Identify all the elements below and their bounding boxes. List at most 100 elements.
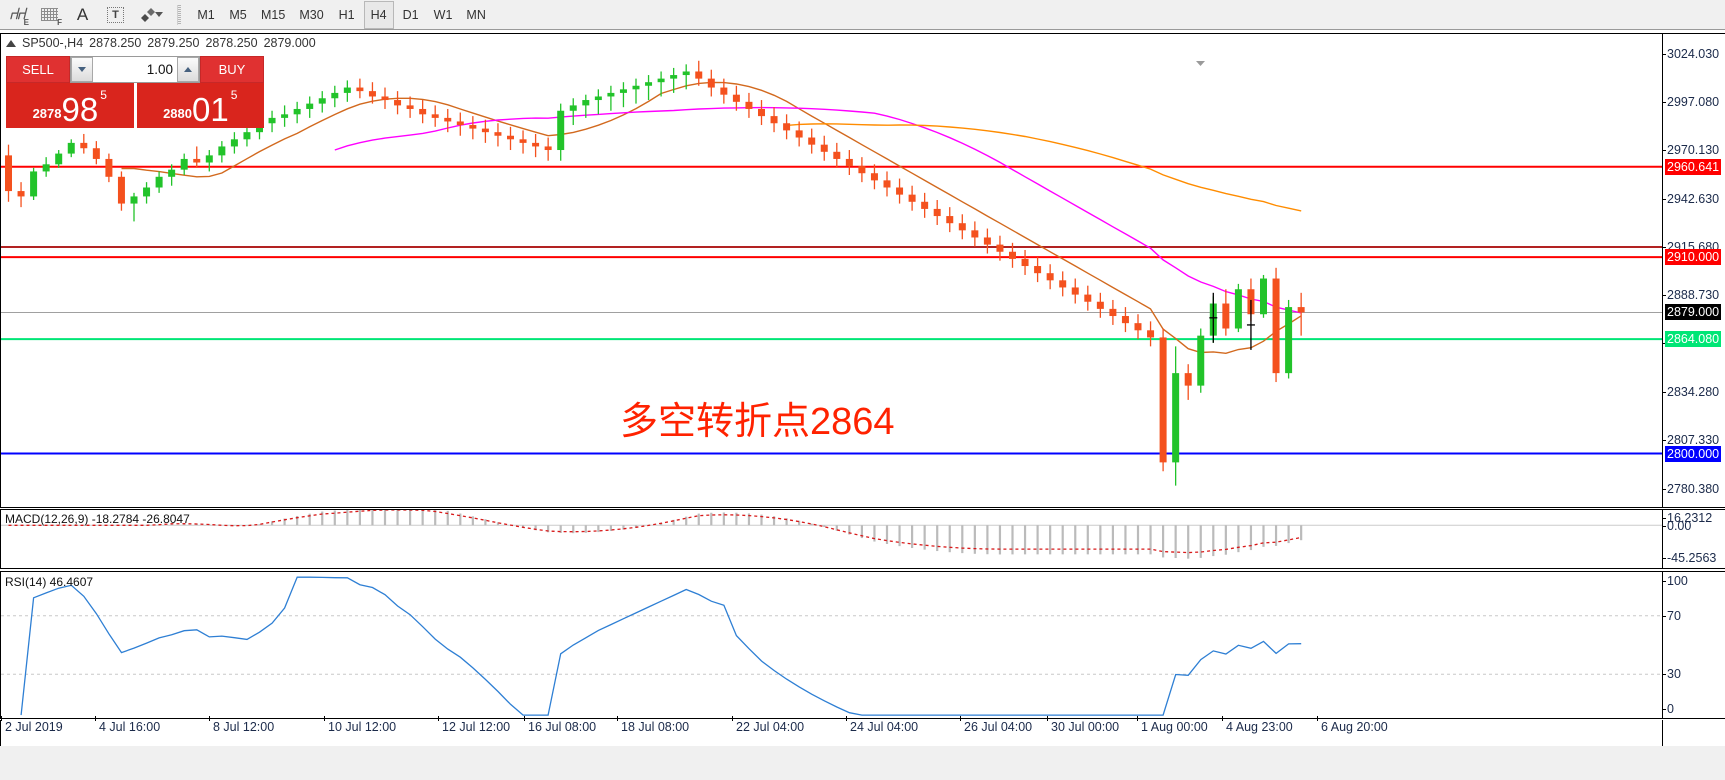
volume-stepper[interactable]: 1.00 bbox=[70, 56, 200, 83]
support-line-price-label[interactable]: 2800.000 bbox=[1665, 445, 1722, 462]
candle-body bbox=[456, 121, 464, 126]
candle-body bbox=[293, 108, 301, 115]
sell-price-fraction: 5 bbox=[100, 88, 107, 102]
timeframe-m1[interactable]: M1 bbox=[197, 7, 215, 22]
candle-body bbox=[444, 117, 452, 122]
candle-body bbox=[820, 144, 828, 152]
candle-body bbox=[1009, 251, 1016, 259]
candle-body bbox=[1260, 278, 1267, 315]
candle-body bbox=[92, 148, 100, 159]
price-axis[interactable]: 3024.030 2997.080 2970.130 2942.630 2915.680… bbox=[1661, 33, 1725, 508]
candle-body bbox=[544, 146, 552, 151]
candle-body bbox=[833, 151, 841, 159]
price-tick: 2997.080 bbox=[1661, 94, 1720, 109]
rsi-axis-tick: 70 bbox=[1662, 608, 1681, 623]
candle-body bbox=[958, 223, 966, 231]
chevron-down-icon[interactable] bbox=[155, 12, 163, 17]
macd-signal-line bbox=[8, 509, 1302, 554]
timeframe-m30[interactable]: M30 bbox=[299, 7, 324, 22]
rsi-axis-tick: 100 bbox=[1662, 574, 1688, 588]
rsi-pane[interactable] bbox=[0, 571, 1663, 719]
candle-body bbox=[971, 230, 979, 238]
indicators-icon[interactable]: ⑁⑁ E bbox=[8, 5, 29, 27]
candle-body bbox=[143, 187, 151, 197]
candle-body bbox=[1084, 294, 1092, 302]
time-axis[interactable]: 2 Jul 2019 4 Jul 16:00 8 Jul 12:00 10 Jul 1… bbox=[0, 716, 1663, 748]
sell-button[interactable]: SELL bbox=[6, 56, 70, 83]
price-plot bbox=[1, 60, 1662, 486]
chart-shift-marker-icon[interactable] bbox=[1196, 61, 1205, 66]
candle-body bbox=[532, 142, 540, 147]
macd-pane[interactable] bbox=[0, 509, 1663, 569]
candle-body bbox=[758, 108, 765, 117]
candle-body bbox=[1109, 308, 1117, 317]
candle-body bbox=[1021, 258, 1029, 267]
resistance-line-price-label[interactable]: 2960.641 bbox=[1665, 158, 1722, 175]
timeframe-mn[interactable]: MN bbox=[466, 7, 486, 22]
candle-body bbox=[1034, 266, 1042, 274]
chart-annotation-text[interactable]: 多空转折点2864 bbox=[620, 401, 895, 443]
chevron-up-icon bbox=[184, 67, 192, 72]
volume-increment-button[interactable] bbox=[177, 57, 199, 82]
candle-body bbox=[1096, 301, 1104, 309]
candle-body bbox=[1184, 373, 1192, 386]
candle-body bbox=[732, 94, 740, 102]
timeframe-h1[interactable]: H1 bbox=[338, 7, 355, 22]
candle-body bbox=[770, 116, 778, 124]
candle-body bbox=[1059, 280, 1067, 288]
time-tick: 24 Jul 04:00 bbox=[845, 716, 919, 734]
support-line-price-label[interactable]: 2864.080 bbox=[1665, 331, 1722, 348]
one-click-trading-panel[interactable]: SELL 1.00 BUY 2878 98 5 2880 01 5 bbox=[6, 56, 264, 128]
text-label-tool-icon[interactable]: T bbox=[99, 1, 132, 29]
time-tick: 12 Jul 12:00 bbox=[437, 716, 511, 734]
price-tick: 2807.330 bbox=[1661, 433, 1720, 448]
sell-price-quote[interactable]: 2878 98 5 bbox=[6, 83, 134, 128]
text-tool-icon[interactable]: A bbox=[66, 1, 99, 29]
ohlc-high: 2879.250 bbox=[147, 36, 200, 50]
timeframe-h4[interactable]: H4 bbox=[363, 0, 394, 29]
candle-body bbox=[1172, 373, 1180, 463]
candle-body bbox=[42, 164, 50, 172]
volume-decrement-button[interactable] bbox=[71, 57, 93, 82]
macd-plot bbox=[1, 509, 1662, 559]
candle-body bbox=[1297, 307, 1305, 313]
volume-input[interactable]: 1.00 bbox=[146, 62, 173, 77]
candle-body bbox=[67, 142, 75, 154]
candle-body bbox=[431, 114, 439, 118]
ohlc-open: 2878.250 bbox=[89, 36, 142, 50]
candle-body bbox=[1046, 273, 1054, 281]
timeframe-d1[interactable]: D1 bbox=[402, 7, 419, 22]
candle-body bbox=[1197, 335, 1205, 386]
objects-icon[interactable] bbox=[132, 1, 172, 29]
time-tick: 6 Aug 20:00 bbox=[1317, 716, 1388, 734]
resistance-line-price-label[interactable]: 2910.000 bbox=[1665, 249, 1722, 266]
candle-body bbox=[268, 117, 276, 124]
buy-price-quote[interactable]: 2880 01 5 bbox=[136, 83, 264, 128]
price-pane[interactable] bbox=[0, 33, 1663, 508]
bottom-status-strip bbox=[0, 746, 1725, 780]
candle-body bbox=[419, 108, 427, 115]
time-tick: 10 Jul 12:00 bbox=[323, 716, 397, 734]
rsi-axis-tick: 30 bbox=[1662, 667, 1681, 682]
macd-axis-tick: 16.2312 bbox=[1661, 511, 1713, 525]
candle-body bbox=[1159, 337, 1167, 463]
chart-area: SP500-,H4 2878.250 2879.250 2878.250 287… bbox=[0, 30, 1725, 780]
price-tick: 2888.730 bbox=[1661, 288, 1720, 303]
timeframe-m5[interactable]: M5 bbox=[229, 7, 247, 22]
candle-body bbox=[17, 191, 25, 197]
candle-body bbox=[1285, 307, 1293, 374]
current-price-price-label[interactable]: 2879.000 bbox=[1665, 304, 1722, 321]
timeframe-w1[interactable]: W1 bbox=[433, 7, 453, 22]
rsi-label: RSI(14) 46.4607 bbox=[5, 575, 94, 589]
buy-button[interactable]: BUY bbox=[200, 56, 264, 83]
toolbar-separator bbox=[177, 4, 185, 26]
chevron-down-icon bbox=[78, 67, 86, 72]
collapse-triangle-icon[interactable] bbox=[6, 39, 16, 47]
candle-body bbox=[569, 105, 577, 111]
grid-f-icon[interactable]: F bbox=[33, 1, 66, 29]
trade-panel-quotes-row: 2878 98 5 2880 01 5 bbox=[6, 83, 264, 128]
candle-body bbox=[720, 87, 728, 95]
time-tick: 22 Jul 04:00 bbox=[731, 716, 805, 734]
timeframe-m15[interactable]: M15 bbox=[261, 7, 286, 22]
candle-body bbox=[105, 158, 113, 177]
